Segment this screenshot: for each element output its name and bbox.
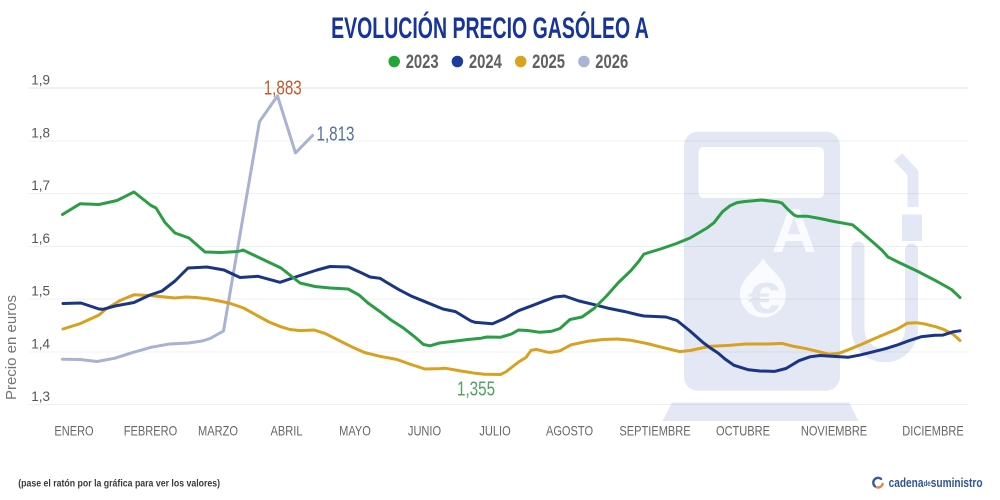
svg-text:1,8: 1,8 [31, 126, 50, 141]
svg-text:1,7: 1,7 [31, 178, 50, 193]
svg-text:JUNIO: JUNIO [408, 424, 441, 439]
svg-text:Precio en euros: Precio en euros [3, 295, 20, 400]
svg-text:2024: 2024 [469, 51, 502, 72]
svg-text:1,813: 1,813 [317, 123, 355, 146]
svg-text:2026: 2026 [595, 51, 628, 72]
svg-text:1,883: 1,883 [264, 76, 302, 99]
svg-text:cadenade​suministro: cadenade​suministro [889, 476, 983, 490]
svg-text:€: € [748, 273, 780, 322]
svg-text:1,355: 1,355 [457, 377, 495, 400]
svg-text:NOVIEMBRE: NOVIEMBRE [801, 424, 867, 439]
svg-text:JULIO: JULIO [479, 424, 510, 439]
svg-text:ABRIL: ABRIL [271, 424, 303, 439]
svg-text:MAYO: MAYO [339, 424, 371, 439]
svg-text:1,4: 1,4 [31, 337, 50, 352]
svg-text:2023: 2023 [406, 51, 439, 72]
svg-text:1,3: 1,3 [31, 389, 50, 404]
svg-text:OCTUBRE: OCTUBRE [716, 424, 770, 439]
svg-text:EVOLUCIÓN PRECIO GASÓLEO A: EVOLUCIÓN PRECIO GASÓLEO A [331, 10, 649, 46]
svg-text:A: A [772, 197, 817, 266]
svg-text:1,9: 1,9 [31, 73, 50, 88]
svg-text:1,5: 1,5 [31, 284, 50, 299]
svg-text:AGOSTO: AGOSTO [546, 424, 593, 439]
svg-text:SEPTIEMBRE: SEPTIEMBRE [619, 424, 690, 439]
svg-text:1,6: 1,6 [31, 231, 50, 246]
svg-text:(pase el ratón por la gráfica: (pase el ratón por la gráfica para ver l… [18, 478, 220, 490]
svg-text:MARZO: MARZO [198, 424, 238, 439]
svg-text:2025: 2025 [532, 51, 565, 72]
svg-text:ENERO: ENERO [54, 424, 93, 439]
svg-text:DICIEMBRE: DICIEMBRE [902, 424, 963, 439]
svg-text:FEBRERO: FEBRERO [124, 424, 177, 439]
